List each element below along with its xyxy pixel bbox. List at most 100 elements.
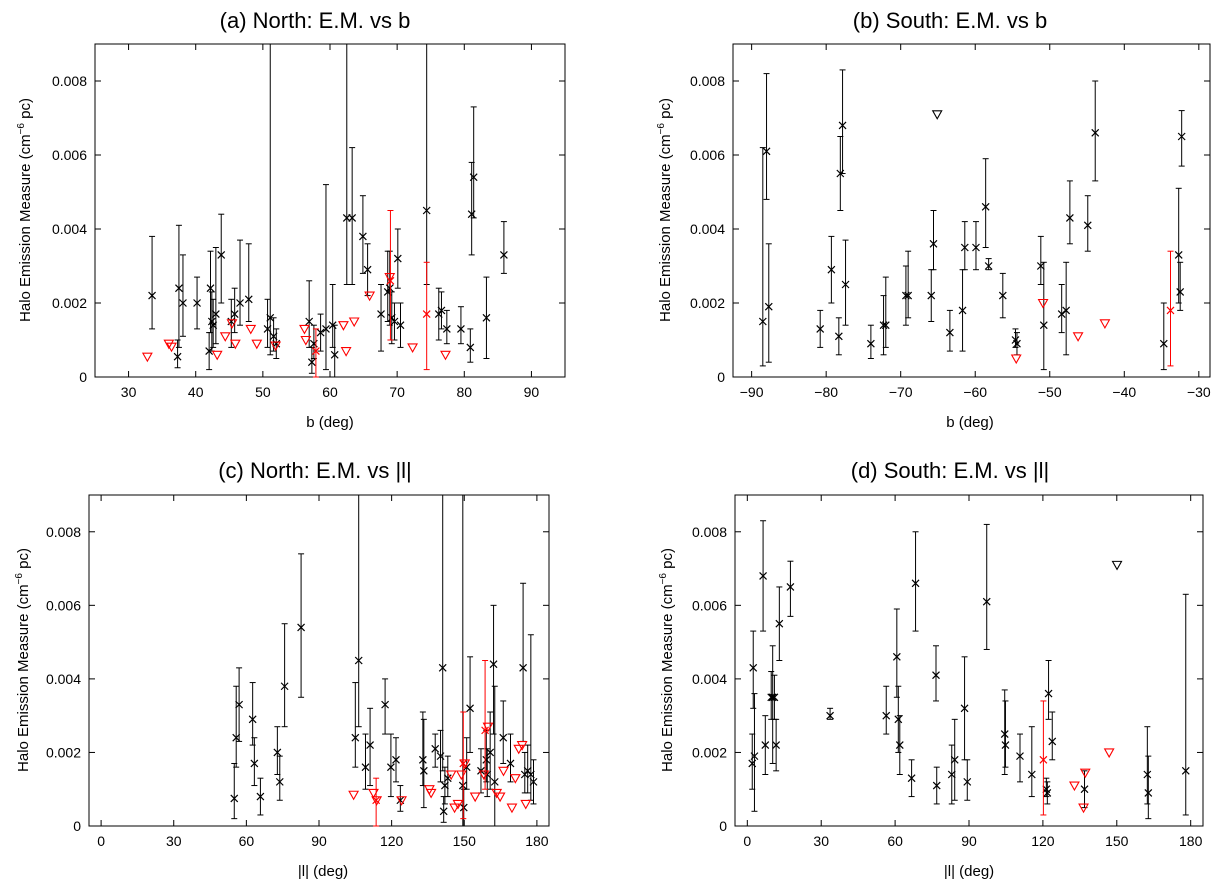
x-tick-label: 150 xyxy=(453,833,477,849)
x-tick-label: −70 xyxy=(889,384,913,400)
data-point-cross xyxy=(762,147,771,156)
data-point-cross xyxy=(273,748,282,757)
upper-limit-triangle xyxy=(219,332,231,342)
data-point-cross xyxy=(1166,306,1175,315)
data-point-cross xyxy=(372,796,381,805)
data-point-cross xyxy=(386,763,395,772)
upper-limit-triangle xyxy=(300,335,312,346)
y-tick-label: 0 xyxy=(73,818,81,834)
upper-limit-triangle xyxy=(1103,748,1115,759)
panel-d-data xyxy=(748,520,1190,820)
data-point-cross xyxy=(385,284,394,293)
data-point-cross xyxy=(1048,737,1057,746)
panel-d-y-axis-label-exp: −6 xyxy=(658,573,669,585)
upper-limit-triangle xyxy=(1072,332,1084,342)
data-point-cross xyxy=(173,352,182,361)
data-point-cross xyxy=(838,121,847,130)
data-point-cross xyxy=(351,733,360,742)
data-point-cross xyxy=(457,324,465,333)
data-point-cross xyxy=(499,250,508,259)
panel-c-y-axis-label-exp: −6 xyxy=(14,573,25,585)
panel-b-y-axis-label-main: Halo Emission Measure (cm xyxy=(657,134,674,322)
x-tick-label: 30 xyxy=(166,833,182,849)
data-point-cross xyxy=(1080,785,1089,794)
data-point-cross xyxy=(927,291,936,300)
x-tick-label: 180 xyxy=(525,833,549,849)
data-point-cross xyxy=(311,347,320,356)
y-tick-label: 0.002 xyxy=(52,295,87,311)
x-tick-label: 0 xyxy=(97,833,105,849)
upper-limit-triangle xyxy=(498,766,509,777)
panel-a-title: (a) North: E.M. vs b xyxy=(220,8,411,33)
data-point-cross xyxy=(230,310,239,319)
data-point-cross xyxy=(392,755,400,764)
panel-c-title: (c) North: E.M. vs |l| xyxy=(218,458,412,483)
data-point-cross xyxy=(764,302,773,311)
panel-b-y-axis-label-exp: −6 xyxy=(656,123,667,135)
y-tick-label: 0.008 xyxy=(46,524,81,540)
y-tick-label: 0.006 xyxy=(690,147,725,163)
upper-limit-triangle xyxy=(337,321,349,331)
data-point-cross xyxy=(244,295,253,304)
upper-limit-triangle xyxy=(1079,768,1091,779)
data-point-cross xyxy=(506,759,515,768)
data-point-cross xyxy=(950,755,959,764)
data-point-cross xyxy=(866,339,875,348)
upper-limit-triangle xyxy=(226,319,238,329)
data-point-cross xyxy=(358,232,367,241)
data-point-cross xyxy=(519,663,528,672)
panel-c-y-axis-label-tail: pc) xyxy=(15,548,32,573)
panel-a-y-axis-label-tail: pc) xyxy=(17,98,34,123)
upper-limit-triangle xyxy=(440,350,451,361)
y-tick-label: 0.002 xyxy=(46,744,81,760)
panel-d-y-axis-label: Halo Emission Measure (cm−6 pc) xyxy=(658,548,676,772)
data-point-cross xyxy=(932,671,940,680)
data-point-cross xyxy=(750,752,759,761)
upper-limit-triangle xyxy=(245,324,257,335)
data-point-cross xyxy=(881,321,890,330)
y-tick-label: 0.008 xyxy=(690,73,725,89)
x-tick-label: 180 xyxy=(1179,833,1203,849)
data-point-cross xyxy=(1036,262,1045,270)
upper-limit-triangle xyxy=(1099,319,1111,329)
data-point-cross xyxy=(481,726,490,735)
upper-limit-triangle xyxy=(516,741,528,751)
data-point-cross xyxy=(396,321,405,330)
y-tick-label: 0.002 xyxy=(690,295,725,311)
upper-limit-triangle xyxy=(364,291,376,302)
data-point-cross xyxy=(280,682,289,691)
upper-limit-triangle xyxy=(251,339,263,350)
data-point-cross xyxy=(981,202,990,211)
y-tick-label: 0.004 xyxy=(52,221,87,237)
data-point-cross xyxy=(1177,132,1186,141)
panel-d-y-axis-label-main: Halo Emission Measure (cm xyxy=(659,584,676,772)
x-tick-label: −90 xyxy=(740,384,764,400)
data-point-cross xyxy=(469,173,478,182)
data-point-cross xyxy=(437,306,446,315)
data-point-cross xyxy=(770,693,779,702)
data-point-cross xyxy=(256,792,265,801)
data-point-cross xyxy=(911,579,920,588)
data-point-cross xyxy=(895,741,904,750)
data-point-cross xyxy=(775,619,784,628)
panel-d-title: (d) South: E.M. vs |l| xyxy=(851,458,1049,483)
upper-limit-triangle xyxy=(425,788,437,799)
data-point-cross xyxy=(148,291,156,300)
data-point-cross xyxy=(418,755,427,764)
upper-limit-triangle xyxy=(270,341,282,352)
upper-limit-triangle xyxy=(1037,298,1049,309)
panel-d-y-axis-label-tail: pc) xyxy=(659,548,676,573)
y-tick-label: 0.004 xyxy=(692,671,727,687)
y-tick-label: 0.008 xyxy=(692,524,727,540)
upper-limit-triangle xyxy=(1068,781,1080,792)
panel-a-y-axis-label-exp: −6 xyxy=(16,123,27,135)
data-point-cross xyxy=(431,744,440,753)
data-point-cross xyxy=(307,358,316,367)
data-point-cross xyxy=(393,254,402,263)
data-point-cross xyxy=(250,759,259,768)
data-point-cross xyxy=(490,777,499,786)
data-point-cross xyxy=(529,777,538,786)
data-point-cross xyxy=(1181,766,1190,775)
data-point-cross xyxy=(1027,770,1036,779)
